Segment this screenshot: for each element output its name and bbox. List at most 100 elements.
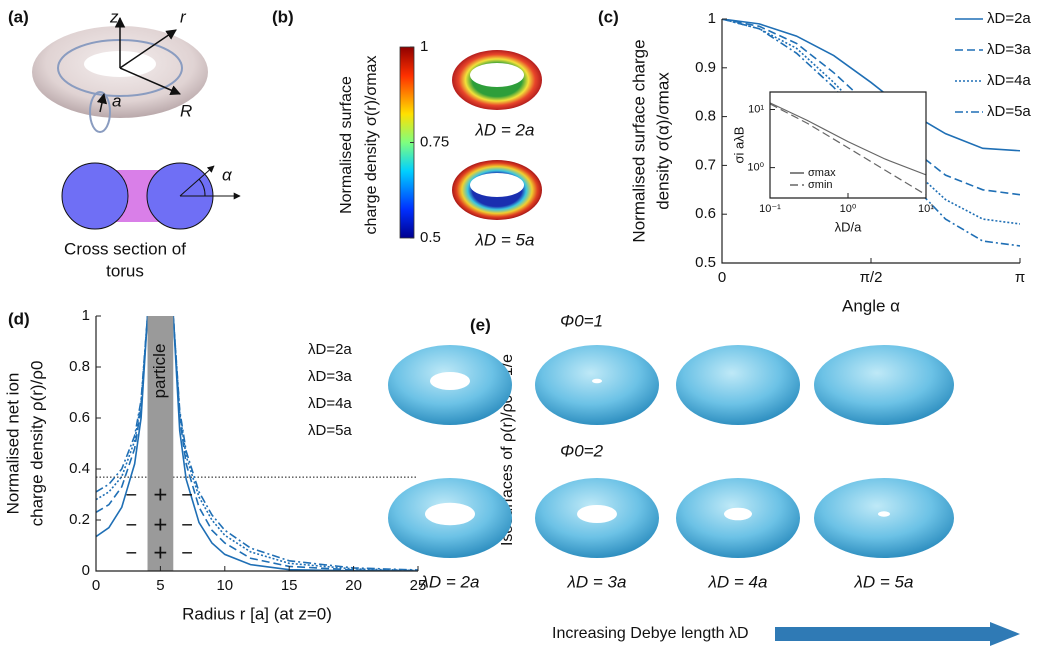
y-axis-label: density σ(α)/σmax — [653, 72, 672, 210]
series-line — [770, 103, 926, 196]
panel-label: (e) — [470, 315, 491, 334]
y-axis-label: charge density ρ(r)/ρ0 — [27, 361, 46, 527]
isosurface — [676, 345, 800, 425]
x-tick-label: 25 — [410, 577, 427, 594]
radius-R — [119, 67, 181, 96]
charge-sign: − — [181, 514, 193, 536]
y-tick-label: 1 — [708, 10, 716, 27]
x-tick-label: 10⁻¹ — [759, 203, 781, 215]
isosurface — [814, 478, 954, 558]
y-tick-label: 0.4 — [69, 460, 90, 477]
legend-label: σmin — [808, 179, 833, 191]
isosurface-hole — [724, 507, 752, 521]
x-axis-label: Angle α — [842, 296, 900, 315]
y-axis-label: Normalised surface charge — [629, 39, 648, 242]
charge-sign: − — [181, 484, 193, 506]
isosurface-hole — [878, 511, 890, 517]
colorbar-label: Normalised surface — [338, 76, 355, 214]
x-tick-label: π/2 — [860, 269, 883, 286]
y-tick-label: 0.6 — [69, 409, 90, 426]
legend-label: λD=2a — [987, 10, 1031, 27]
particle-band — [147, 316, 174, 571]
series-line — [722, 19, 1020, 152]
x-tick-label: 10 — [216, 577, 233, 594]
x-tick-label: 5 — [156, 577, 164, 594]
row-label: Φ0=2 — [560, 441, 604, 460]
charge-sign: + — [153, 539, 167, 566]
axis-r — [119, 29, 177, 69]
colorbar-tick-label: 0.5 — [420, 229, 441, 246]
x-tick-label: 15 — [281, 577, 298, 594]
isosurface-hole — [592, 378, 602, 384]
isosurface — [535, 345, 659, 425]
colorbar-tick-label: 1 — [420, 38, 428, 55]
cross-circle — [61, 162, 129, 230]
x-tick-label: 10⁰ — [840, 203, 857, 215]
y-tick-label: 10⁰ — [747, 162, 764, 174]
isosurface-hole — [577, 505, 617, 523]
y-tick-label: 0.7 — [695, 156, 716, 173]
y-tick-label: 0.5 — [695, 254, 716, 271]
torus-hole — [470, 173, 524, 197]
caption: λD = 4a — [708, 572, 768, 591]
panel-label: (d) — [8, 309, 30, 328]
y-tick-label: 0.2 — [69, 511, 90, 528]
caption: torus — [106, 261, 144, 280]
isosurface — [814, 345, 954, 425]
panel-label: (a) — [8, 7, 29, 26]
band-label: particle — [150, 344, 169, 399]
panel-label: (b) — [272, 7, 294, 26]
series-line — [96, 316, 418, 571]
isosurface-hole — [430, 372, 470, 390]
series-line — [96, 316, 418, 571]
label-a: a — [112, 91, 121, 110]
row-label: Φ0=1 — [560, 311, 603, 330]
legend-label: λD=3a — [987, 41, 1031, 58]
x-tick-label: 20 — [345, 577, 362, 594]
charge-sign: + — [153, 511, 167, 538]
colorbar-label: charge density σ(r)/σmax — [363, 56, 380, 235]
x-tick-label: π — [1015, 269, 1025, 286]
label-r: r — [180, 7, 187, 26]
legend-label: λD=2a — [308, 341, 352, 358]
y-tick-label: 1 — [82, 307, 90, 324]
alpha-arc — [198, 178, 206, 197]
panel-label: (c) — [598, 7, 619, 26]
caption: λD = 3a — [567, 572, 627, 591]
legend-label: λD=3a — [308, 368, 352, 385]
legend-label: λD=4a — [308, 395, 352, 412]
y-tick-label: 0 — [82, 562, 90, 579]
label-z: z — [109, 7, 119, 26]
x-axis-label: Radius r [a] (at z=0) — [182, 604, 332, 623]
charge-sign: + — [153, 481, 167, 508]
x-tick-label: 0 — [92, 577, 100, 594]
label-R: R — [180, 101, 192, 120]
legend-label: λD=4a — [987, 72, 1031, 89]
y-axis-label: Normalised net ion — [3, 373, 22, 515]
arrow-head — [990, 622, 1020, 646]
legend-label: λD=5a — [987, 103, 1031, 120]
series-line — [96, 316, 418, 571]
isosurface-hole — [425, 502, 475, 526]
caption: λD = 5a — [854, 572, 914, 591]
legend-label: σmax — [808, 167, 836, 179]
inset-bg — [770, 92, 926, 198]
charge-sign: − — [181, 542, 193, 564]
y-tick-label: 0.6 — [695, 205, 716, 222]
y-axis-label: σi aλB — [731, 127, 746, 164]
charge-sign: − — [126, 514, 138, 536]
y-tick-label: 0.8 — [695, 108, 716, 125]
y-tick-label: 0.8 — [69, 358, 90, 375]
series-line — [722, 19, 1020, 247]
radius-a — [96, 92, 108, 113]
series-line — [770, 102, 926, 176]
caption: λD = 5a — [475, 230, 535, 249]
torus-hole — [470, 63, 524, 87]
caption: λD = 2a — [420, 572, 480, 591]
charge-sign: − — [126, 542, 138, 564]
legend-label: λD=5a — [308, 422, 352, 439]
series-line — [722, 19, 1020, 196]
alpha-ray — [179, 165, 215, 197]
label-alpha: α — [222, 165, 233, 184]
